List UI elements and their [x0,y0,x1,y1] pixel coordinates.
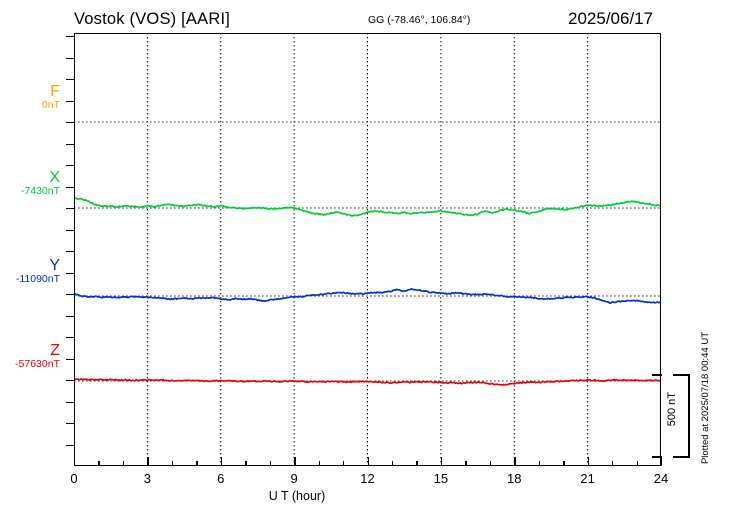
x-axis-tick [318,461,320,466]
x-axis-tick [98,461,100,466]
x-axis-tick [294,457,296,466]
channel-symbol-F: F [50,83,60,100]
scale-bar [688,374,690,458]
y-axis-tick-right [652,456,662,458]
x-axis-tick-label: 6 [217,471,225,486]
y-axis-tick [66,380,74,382]
x-axis-tick [489,461,492,466]
x-axis-tick [661,457,663,466]
x-axis-tick-label: 0 [70,471,78,486]
x-axis-tick [367,457,369,466]
x-axis-tick-label: 18 [507,471,522,486]
x-axis-tick [636,461,638,466]
y-axis-tick [66,358,74,360]
y-axis-tick [66,251,74,253]
y-axis-tick [66,165,74,167]
x-axis-tick-label: 21 [580,471,595,486]
channel-baseline-Y: -11090nT [15,273,60,285]
channel-symbol-Y: Y [49,257,60,274]
channel-baseline-X: -7430nT [20,185,60,197]
x-axis-tick-label: 9 [290,471,298,486]
station-title: Vostok (VOS) [AARI] [74,10,231,28]
x-axis-tick [612,461,614,466]
channel-label-Y: Y -11090nT [0,258,60,286]
y-axis-tick [66,79,74,81]
y-axis-tick [66,444,74,446]
channel-baseline-F: 0nT [41,99,60,111]
plotted-timestamp: Plotted at 2025/07/18 00:44 UT [700,332,711,465]
trace-X [74,197,661,217]
trace-Y [74,287,661,305]
x-axis-tick [563,461,565,466]
x-axis-tick [343,461,345,466]
x-axis-tick [171,461,174,466]
observation-date: 2025/06/17 [568,9,654,28]
y-axis-tick [66,36,74,38]
channel-symbol-Z: Z [50,342,60,359]
scale-bar-bottom-cap [673,456,689,458]
x-axis-tick [147,457,149,466]
x-axis-tick [587,457,590,466]
x-axis-tick [391,461,394,466]
y-axis-tick [66,315,74,317]
scale-bar-top-cap [673,374,689,376]
y-axis-tick [66,423,74,425]
x-axis-tick [269,461,272,466]
y-axis-tick [66,122,74,124]
y-axis-tick [66,229,74,231]
x-axis-tick-label: 15 [433,471,449,486]
y-axis-tick [66,208,74,210]
x-axis-tick-label: 3 [143,471,151,486]
y-axis-tick [66,272,74,274]
x-axis-tick [245,461,247,466]
y-axis-tick [66,337,74,339]
channel-baseline-Z: -57630nT [15,358,60,370]
y-axis-tick-right [652,374,662,376]
x-axis-tick-label: 24 [653,471,669,486]
channel-symbol-X: X [49,169,60,186]
x-axis-tick [465,461,467,466]
trace-Z [74,377,661,386]
x-axis-tick [122,461,125,466]
x-axis-tick [196,461,198,466]
scale-bar-label: 500 nT [666,392,678,427]
trace-canvas [74,33,661,466]
x-axis-tick [440,457,443,466]
y-axis-tick [66,294,74,296]
y-axis-tick [66,401,74,403]
x-axis-tick [74,457,76,466]
x-axis-title: U T (hour) [0,489,730,503]
x-axis-tick [514,457,516,466]
x-axis-tick [416,461,418,466]
y-axis-tick [66,186,74,188]
plot-frame [74,33,661,466]
channel-label-F: F 0nT [0,84,60,112]
plot-area [74,33,661,466]
y-axis-tick [66,100,74,102]
y-axis-tick [66,57,74,59]
x-axis-tick [220,457,223,466]
x-axis-tick-label: 12 [360,471,375,486]
x-axis-title-text: U T (hour) [268,489,326,503]
x-axis-tick [538,461,541,466]
channel-label-Z: Z -57630nT [0,343,60,371]
y-axis-tick [66,143,74,145]
channel-label-X: X -7430nT [0,170,60,198]
geographic-coordinates: GG (-78.46°, 106.84°) [368,14,471,26]
